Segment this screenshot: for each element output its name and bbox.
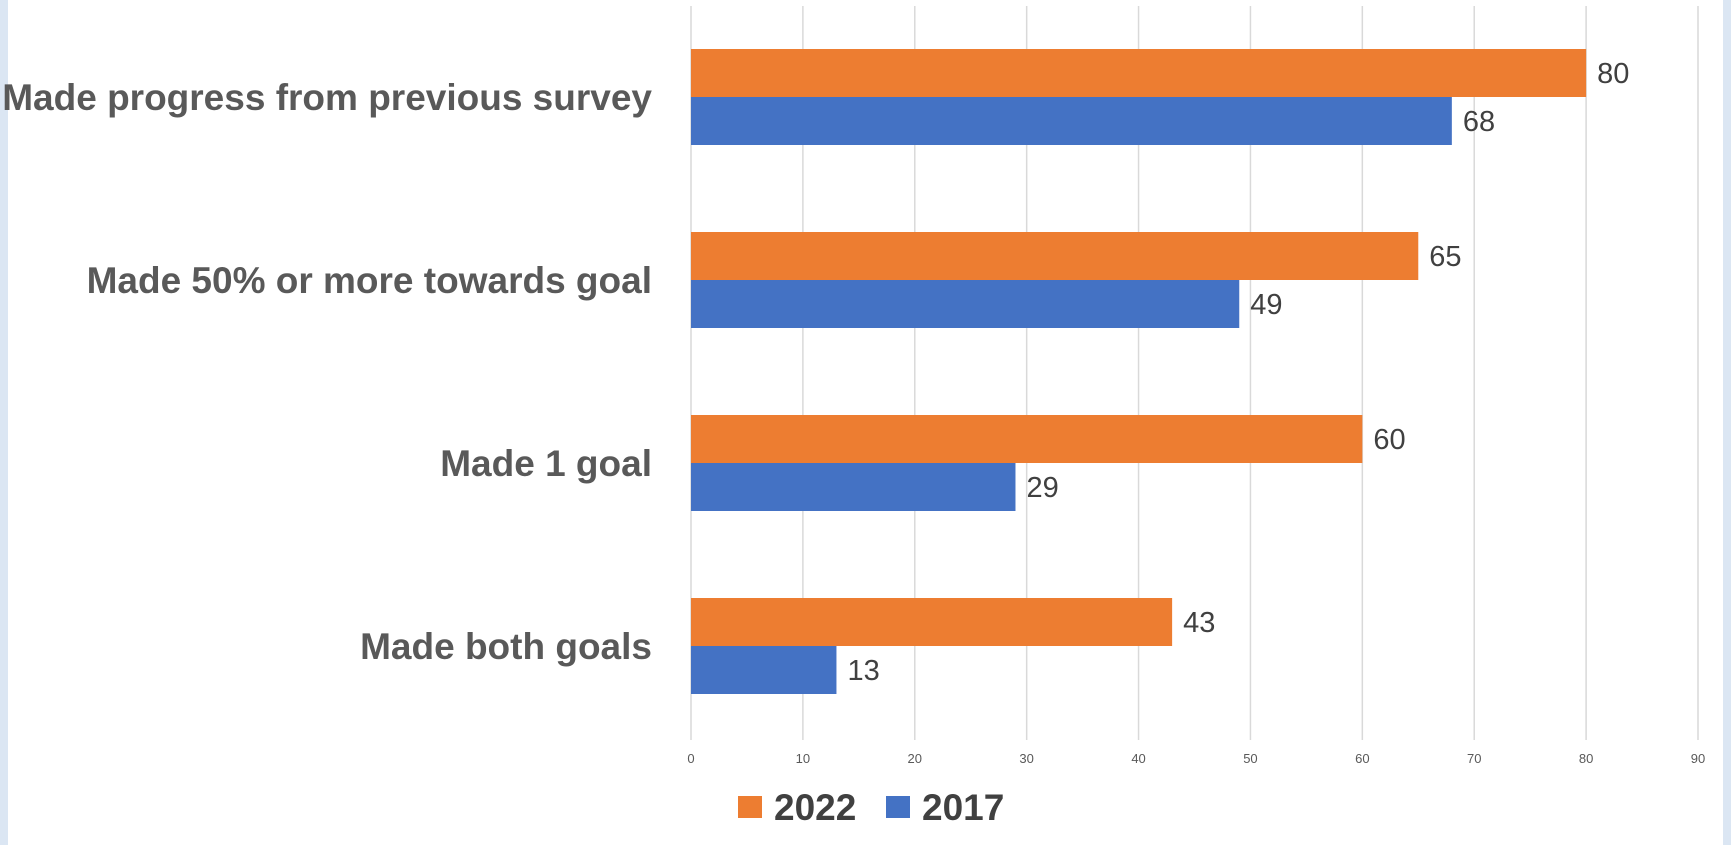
x-tick-label-0: 0 xyxy=(687,751,694,766)
category-label-made-both-goals: Made both goals xyxy=(360,626,652,667)
x-tick-label-90: 90 xyxy=(1691,751,1705,766)
x-tick-label-40: 40 xyxy=(1131,751,1145,766)
legend-label-2022: 2022 xyxy=(774,787,856,828)
legend-swatch-2017 xyxy=(886,796,910,818)
bar-2022-made-1-goal xyxy=(691,415,1363,463)
bar-2022-made-50-or-more-towards-goal xyxy=(691,232,1419,280)
bar-2022-made-progress-from-previous-survey xyxy=(691,49,1587,97)
x-tick-label-50: 50 xyxy=(1243,751,1257,766)
x-tick-label-70: 70 xyxy=(1467,751,1481,766)
legend-swatch-2022 xyxy=(738,796,762,818)
data-label-2022-made-both-goals: 43 xyxy=(1183,607,1215,639)
bar-2017-made-progress-from-previous-survey xyxy=(691,97,1452,145)
data-label-2022-made-1-goal: 60 xyxy=(1373,424,1405,456)
category-label-made-50-or-more-towards-goal: Made 50% or more towards goal xyxy=(87,260,652,301)
data-label-2017-made-1-goal: 29 xyxy=(1026,472,1058,504)
data-label-2022-made-progress-from-previous-survey: 80 xyxy=(1597,58,1629,90)
bar-2017-made-1-goal xyxy=(691,463,1016,511)
bar-2022-made-both-goals xyxy=(691,598,1173,646)
bar-2017-made-both-goals xyxy=(691,646,837,694)
x-tick-label-60: 60 xyxy=(1355,751,1369,766)
x-tick-label-30: 30 xyxy=(1019,751,1033,766)
left-frame-edge xyxy=(0,0,8,845)
x-tick-label-20: 20 xyxy=(908,751,922,766)
right-frame-edge xyxy=(1723,0,1731,845)
data-label-2017-made-progress-from-previous-survey: 68 xyxy=(1463,106,1495,138)
category-label-made-1-goal: Made 1 goal xyxy=(440,443,652,484)
x-tick-label-10: 10 xyxy=(796,751,810,766)
legend-label-2017: 2017 xyxy=(922,787,1004,828)
x-tick-label-80: 80 xyxy=(1579,751,1593,766)
bar-2017-made-50-or-more-towards-goal xyxy=(691,280,1240,328)
category-label-made-progress-from-previous-survey: Made progress from previous survey xyxy=(2,77,652,118)
data-label-2022-made-50-or-more-towards-goal: 65 xyxy=(1429,241,1461,273)
data-label-2017-made-50-or-more-towards-goal: 49 xyxy=(1250,289,1282,321)
data-label-2017-made-both-goals: 13 xyxy=(847,655,879,687)
